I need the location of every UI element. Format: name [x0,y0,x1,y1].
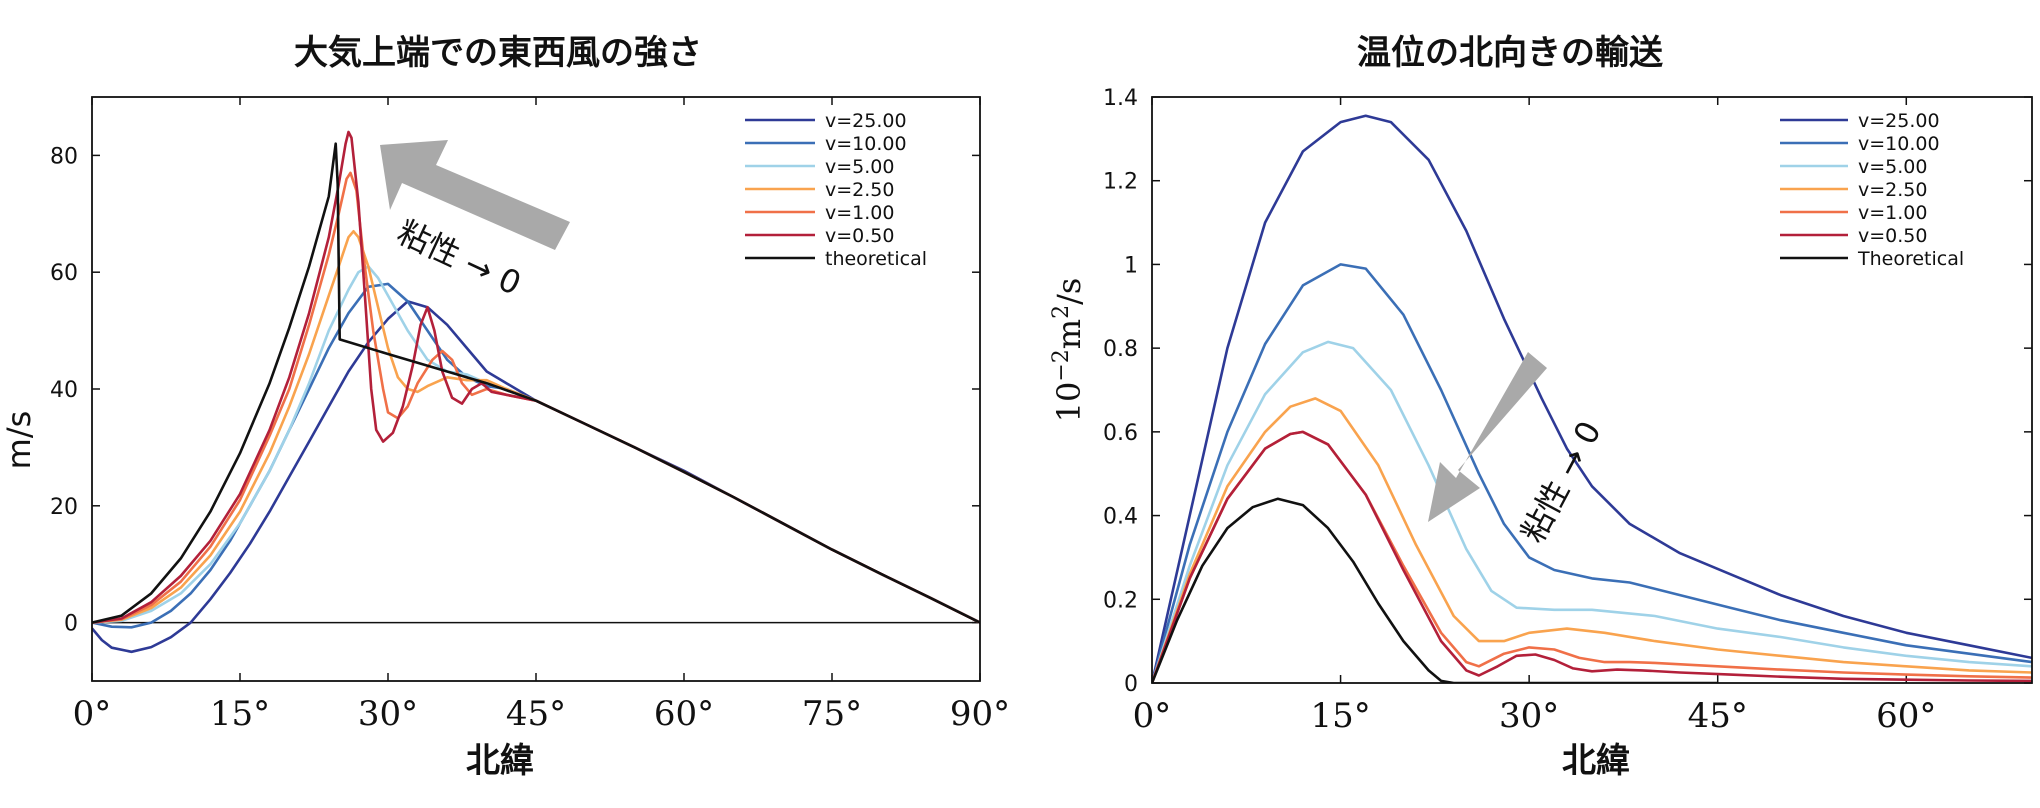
legend-label: v=2.50 [825,179,894,201]
right-y-axis-label-sup2: 2 [1049,305,1074,319]
legend-label: v=25.00 [1858,110,1940,132]
y-tick-label: 0.4 [1103,505,1138,530]
series-line-v=2.50 [92,230,980,624]
series-line-v=10.00 [92,282,980,629]
legend-label: v=25.00 [825,110,907,132]
y-tick-label: 0.2 [1103,588,1138,613]
y-tick-label: 1.2 [1103,170,1138,195]
y-tick-label: 20 [50,495,78,520]
right-plot-frame [1151,96,2033,684]
x-tick-label: 75° [802,694,862,734]
x-tick-label: 60° [654,694,714,734]
legend-label: v=1.00 [825,202,894,224]
x-tick-label: 45° [1688,696,1748,736]
left-plot-content: 0 20 40 60 80 0° 15° 30° 45° 60° 75° 90° [50,97,1010,734]
series-line-theoretical [92,142,980,624]
legend-label: v=5.00 [825,156,894,178]
series-line-v=5.00 [92,265,980,624]
legend-label: v=10.00 [825,133,907,155]
right-x-axis-label: 北緯 [1562,741,1630,781]
y-tick-label: 40 [50,378,78,403]
y-tick-label: 80 [50,144,78,169]
right-chart-title: 温位の北向きの輸送 [1357,33,1663,73]
right-plot-content: 0 0.2 0.4 0.6 0.8 1 1.2 1.4 0° 15° 30° 45° 60° [1103,86,2032,736]
legend-label: Theoretical [1857,248,1964,270]
right-y-axis-label-main: 10 [1050,382,1088,423]
series-line-v=10.00 [1152,263,2032,683]
right-legend: v=25.00v=10.00v=5.00v=2.50v=1.00v=0.50Th… [1780,110,1964,270]
legend-label: v=0.50 [1858,225,1927,247]
series-line-Theoretical [1152,497,1718,683]
y-tick-label: 0 [64,612,78,637]
left-legend: v=25.00v=10.00v=5.00v=2.50v=1.00v=0.50th… [745,110,927,270]
y-tick-label: 1.4 [1103,86,1138,111]
legend-label: v=1.00 [1858,202,1927,224]
left-viscosity-arrow [380,140,570,250]
left-plot-frame [91,96,981,682]
right-viscosity-arrow [1428,352,1547,522]
x-tick-label: 30° [358,694,418,734]
y-tick-label: 1 [1124,253,1138,278]
x-tick-label: 15° [210,694,270,734]
right-y-axis-label-end: /s [1050,278,1088,305]
right-chart: 温位の北向きの輸送 10−2m2/s 北緯 0 0.2 0.4 0.6 0.8 1 1.2 1… [1049,33,2033,781]
x-tick-label: 15° [1310,696,1370,736]
x-tick-label: 90° [950,694,1010,734]
legend-label: v=5.00 [1858,156,1927,178]
x-tick-label: 60° [1876,696,1936,736]
y-tick-label: 0.6 [1103,421,1138,446]
x-tick-label: 45° [506,694,566,734]
x-tick-label: 0° [1133,696,1172,736]
left-chart-title: 大気上端での東西風の強さ [294,33,702,73]
left-x-axis-label: 北緯 [466,741,534,781]
x-tick-label: 30° [1499,696,1559,736]
left-y-axis-label: m/s [0,411,38,470]
y-tick-label: 60 [50,261,78,286]
right-y-axis-label: 10−2m2/s [1049,278,1089,423]
y-tick-label: 0.8 [1103,337,1138,362]
series-line-v=2.50 [1152,397,2032,683]
series-line-v=5.00 [1152,340,2032,683]
legend-label: v=0.50 [825,225,894,247]
legend-label: v=2.50 [1858,179,1927,201]
y-tick-label: 0 [1124,672,1138,697]
x-tick-label: 0° [73,694,112,734]
left-chart: 大気上端での東西風の強さ m/s 北緯 0 20 40 60 80 0° 15° 30° 45°… [0,33,1010,781]
series-line-v=25.00 [92,300,980,654]
series-line-v=0.50 [1152,430,2032,683]
series-line-v=25.00 [1152,114,2032,683]
right-y-axis-label-mid: m [1050,319,1088,349]
right-y-axis-label-sup1: −2 [1049,349,1074,381]
legend-label: v=10.00 [1858,133,1940,155]
legend-label: theoretical [825,248,927,270]
